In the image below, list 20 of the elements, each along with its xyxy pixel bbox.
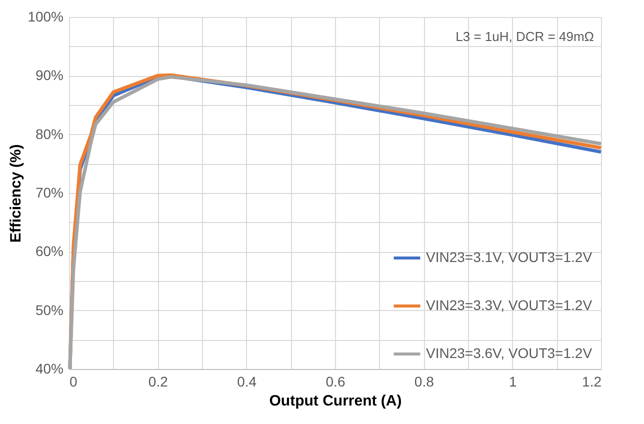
- y-tick-label: 50%: [35, 302, 64, 318]
- x-tick-label: 0.2: [148, 374, 168, 390]
- legend-label: VIN23=3.1V, VOUT3=1.2V: [426, 249, 593, 265]
- y-tick-label: 100%: [28, 8, 64, 24]
- y-tick-label: 60%: [35, 243, 64, 260]
- legend-label: VIN23=3.6V, VOUT3=1.2V: [426, 345, 593, 361]
- x-tick-label: 0.6: [326, 374, 346, 390]
- x-tick-label: 1.2: [582, 374, 602, 390]
- y-tick-label: 70%: [35, 184, 64, 200]
- annotation: L3 = 1uH, DCR = 49mΩ: [456, 29, 594, 44]
- x-tick-label: 1: [508, 374, 517, 390]
- y-tick-label: 90%: [35, 67, 64, 84]
- x-axis-title: Output Current (A): [269, 392, 402, 410]
- y-tick-label: 40%: [35, 360, 64, 376]
- legend-label: VIN23=3.3V, VOUT3=1.2V: [426, 297, 593, 313]
- x-tick-label: 0.4: [237, 374, 257, 390]
- y-tick-label: 80%: [35, 126, 64, 142]
- x-tick-label: 0.8: [414, 374, 434, 390]
- y-axis-title: Efficiency (%): [8, 144, 25, 243]
- x-tick-label: 0: [70, 374, 78, 390]
